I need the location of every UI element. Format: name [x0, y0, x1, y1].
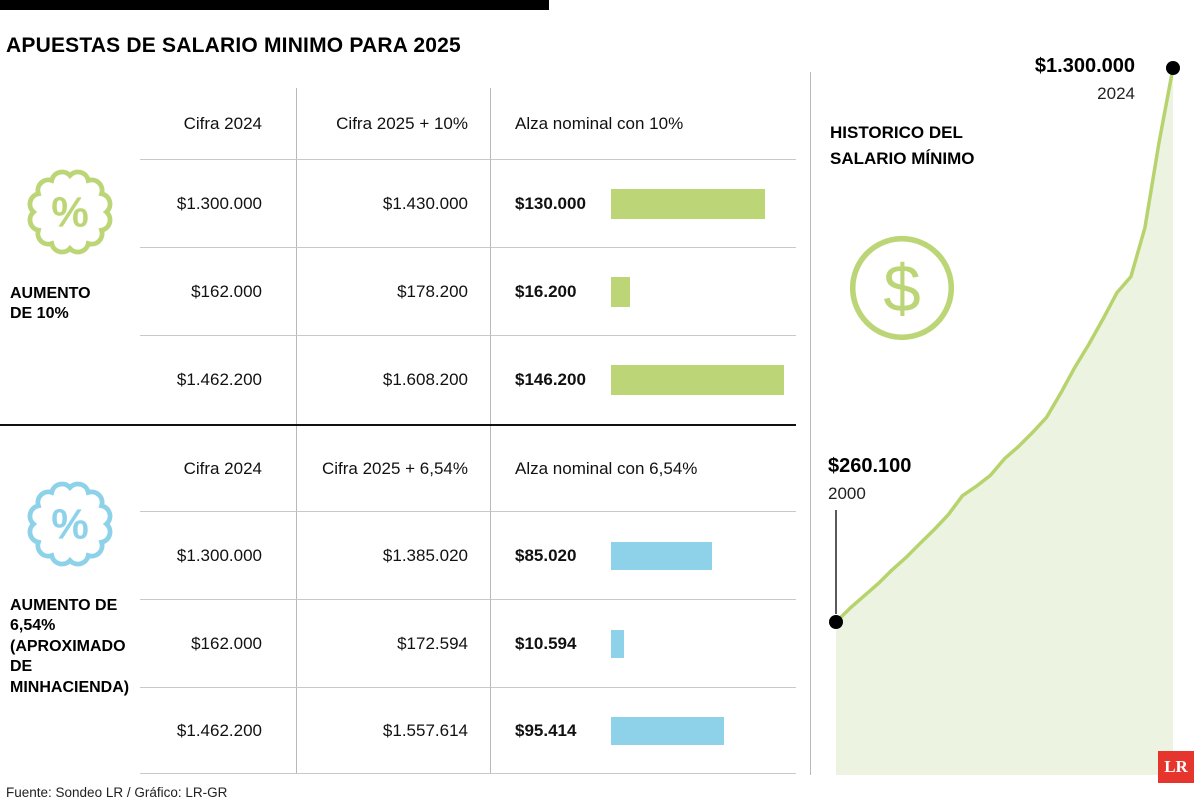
cell-alza: $95.414	[490, 688, 796, 774]
cell-cifra-2024: $1.462.200	[140, 688, 296, 774]
historic-salary-chart	[829, 61, 1180, 775]
cell-alza: $130.000	[490, 160, 796, 248]
column-header: Cifra 2025 + 6,54%	[296, 426, 490, 512]
cell-cifra-2024: $1.300.000	[140, 160, 296, 248]
cell-cifra-2025: $178.200	[296, 248, 490, 336]
cell-cifra-2025: $1.557.614	[296, 688, 490, 774]
cell-cifra-2025: $1.430.000	[296, 160, 490, 248]
chart-line	[834, 67, 1175, 624]
cell-cifra-2024: $162.000	[140, 248, 296, 336]
cell-cifra-2024: $1.462.200	[176, 370, 262, 389]
alza-bar	[611, 629, 624, 658]
cell-alza: $16.200	[490, 248, 796, 336]
alza-value: $95.414	[515, 720, 577, 740]
aumento-654-label: AUMENTO DE 6,54% (APROXIMADO DE MINHACIE…	[10, 597, 130, 696]
aumento-10-label: AUMENTO DE 10%	[10, 285, 91, 323]
alza-value: $16.200	[515, 281, 577, 301]
annotation-max-year: 2024	[1097, 84, 1135, 103]
alza-bar	[611, 365, 784, 395]
dollar-circle-icon: $	[846, 232, 958, 349]
source-credit: Fuente: Sondeo LR / Gráfico: LR-GR	[6, 785, 228, 800]
table-aumento-10: % AUMENTO DE 10% Cifra 2024 Cifra 2025 +…	[0, 88, 796, 424]
alza-value: $146.200	[515, 370, 586, 389]
svg-text:$: $	[883, 252, 920, 327]
annotation-min-value: $260.100	[828, 455, 912, 477]
column-header: Cifra 2025 + 10%	[296, 88, 490, 160]
svg-text:%: %	[51, 500, 89, 547]
alza-bar	[611, 541, 712, 570]
alza-bar	[611, 716, 724, 745]
page-title: APUESTAS DE SALARIO MINIMO PARA 2025	[6, 34, 461, 58]
chart-start-dot	[829, 615, 843, 629]
percent-badge-icon: %	[27, 481, 113, 567]
column-header: Cifra 2024	[140, 426, 296, 512]
svg-text:%: %	[51, 188, 89, 235]
column-header: Alza nominal con 10%	[490, 88, 796, 160]
aumento-10-icon-cell: % AUMENTO DE 10%	[0, 88, 140, 424]
cell-cifra-2025: $1.608.200	[296, 336, 490, 424]
alza-value: $130.000	[515, 193, 586, 213]
cell-alza: $10.594	[490, 600, 796, 688]
chart-end-dot	[1166, 61, 1180, 75]
cell-alza: $85.020	[490, 512, 796, 600]
percent-badge-icon: %	[27, 169, 113, 255]
cell-cifra-2024: $1.300.000	[140, 512, 296, 600]
aumento-654-icon-cell: % AUMENTO DE 6,54% (APROXIMADO DE MINHAC…	[0, 426, 140, 774]
header-accent-bar	[0, 0, 549, 10]
cell-cifra-2025: $172.594	[296, 600, 490, 688]
annotation-max-value: $1.300.000	[1034, 55, 1135, 77]
alza-value: $10.594	[515, 633, 577, 653]
cell-cifra-2024: $162.000	[140, 600, 296, 688]
chart-area-fill	[836, 68, 1173, 775]
column-header: Cifra 2024	[140, 88, 296, 160]
alza-bar	[611, 188, 765, 219]
cell-cifra-2025: $1.385.020	[296, 512, 490, 600]
column-header: Alza nominal con 6,54%	[490, 426, 796, 512]
comparison-tables: % AUMENTO DE 10% Cifra 2024 Cifra 2025 +…	[0, 88, 796, 774]
chart-title: HISTORICO DEL SALARIO MÍNIMO	[830, 123, 975, 168]
lr-logo: LR	[1158, 751, 1194, 783]
annotation-min-year: 2000	[828, 484, 866, 503]
table-aumento-654: % AUMENTO DE 6,54% (APROXIMADO DE MINHAC…	[0, 424, 796, 774]
alza-bar	[611, 276, 630, 307]
vertical-divider	[810, 72, 811, 775]
cell-alza: $146.200	[490, 336, 796, 424]
alza-value: $85.020	[515, 545, 577, 565]
